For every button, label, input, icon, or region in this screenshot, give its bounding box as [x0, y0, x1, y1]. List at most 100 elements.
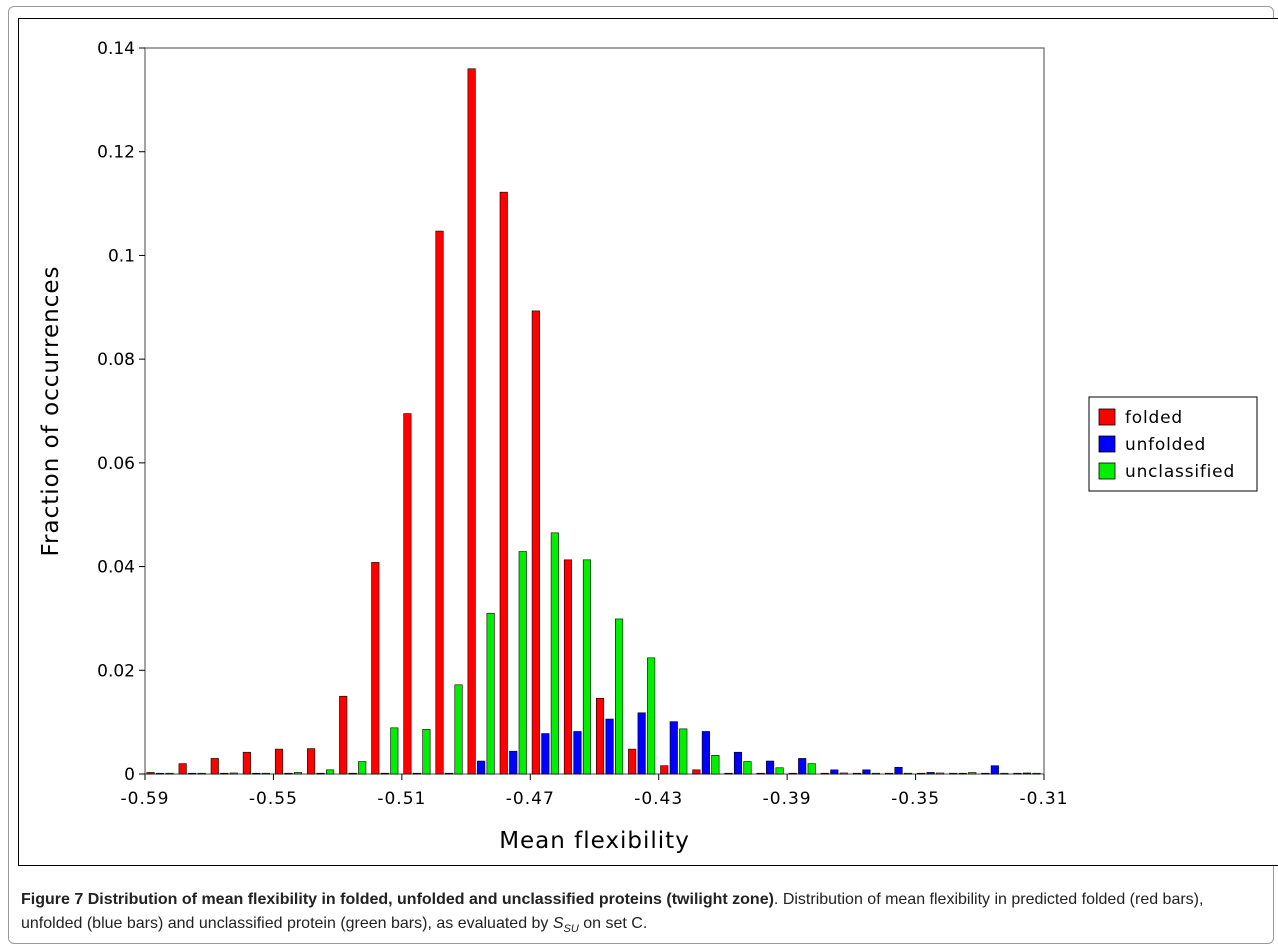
x-tick-label: -0.43 [634, 789, 683, 809]
legend-label-unfolded: unfolded [1125, 435, 1206, 455]
bar-unclassified [871, 772, 880, 775]
bar-folded [660, 765, 669, 775]
caption-body-after: on set C. [578, 915, 648, 932]
bar-unclassified [936, 772, 945, 775]
bar-unfolded [477, 760, 486, 775]
bar-unclassified [1000, 772, 1009, 775]
bar-folded [949, 772, 958, 775]
bar-unclassified [647, 657, 656, 775]
bar-unfolded [188, 772, 197, 775]
bar-unclassified [1032, 772, 1041, 775]
bar-unfolded [862, 769, 871, 775]
caption-label: Figure 7 [21, 891, 84, 908]
y-tick-label: 0 [124, 765, 135, 785]
bar-unclassified [293, 772, 303, 775]
bar-unclassified [615, 618, 624, 775]
caption-symbol: S [552, 915, 564, 932]
caption-symbol-sub: SU [563, 923, 579, 936]
y-axis-label: Fraction of occurrences [38, 265, 64, 556]
x-tick-label: -0.31 [1020, 789, 1069, 809]
bar-unclassified [839, 772, 848, 775]
y-tick-label: 0.12 [97, 143, 135, 163]
caption-body-before: . Distribution of mean flexibility in pr… [21, 891, 1204, 932]
bar-folded [371, 562, 380, 775]
x-tick-label: -0.51 [377, 789, 426, 809]
bar-unfolded [1022, 772, 1031, 775]
bar-unfolded [926, 772, 935, 775]
bar-folded [981, 772, 990, 775]
y-tick-label: 0.04 [97, 558, 135, 578]
bar-unclassified [326, 769, 335, 775]
bar-folded [499, 191, 508, 775]
y-tick-label: 0.14 [97, 39, 135, 59]
y-tick-label: 0.06 [97, 454, 135, 474]
x-tick-label: -0.47 [506, 789, 555, 809]
bar-unfolded [156, 772, 165, 775]
legend-swatch-unclassified [1098, 462, 1116, 480]
bar-unfolded [316, 772, 325, 775]
plot-area [144, 47, 1045, 775]
bar-unfolded [412, 772, 421, 775]
x-tick-label: -0.55 [249, 789, 298, 809]
bar-unclassified [743, 761, 752, 775]
bar-folded [242, 751, 251, 775]
y-tick-label: 0.02 [97, 661, 135, 681]
bar-folded [563, 559, 572, 775]
bar-unfolded [701, 731, 710, 775]
bar-unfolded [541, 733, 550, 775]
bar-unclassified [422, 729, 431, 775]
bar-unfolded [284, 772, 293, 775]
bar-unclassified [550, 532, 559, 775]
bar-unfolded [252, 772, 261, 775]
bar-folded [724, 772, 733, 775]
bar-unclassified [679, 728, 688, 775]
bar-folded [210, 758, 219, 775]
bar-folded [339, 695, 348, 775]
bar-unclassified [454, 684, 463, 775]
bar-unfolded [669, 721, 678, 775]
bar-folded [531, 310, 540, 775]
bar-unfolded [605, 718, 614, 775]
bar-unclassified [486, 612, 495, 775]
bar-unfolded [637, 712, 646, 775]
x-tick-label: -0.39 [763, 789, 812, 809]
bar-unfolded [380, 772, 389, 775]
bar-folded [435, 230, 444, 775]
bar-folded [307, 748, 316, 775]
bar-unclassified [261, 772, 270, 775]
caption-title: Distribution of mean flexibility in fold… [87, 891, 774, 908]
bar-folded [403, 413, 412, 775]
bar-unfolded [958, 772, 967, 775]
bar-chart: 0 0.02 0.04 0.06 0.08 0.1 0.12 0.14 -0.59 -0.55 -0… [38, 39, 1258, 854]
bar-folded [1013, 772, 1022, 775]
bar-folded [788, 772, 797, 775]
bar-unfolded [830, 769, 839, 775]
bar-folded [917, 772, 926, 775]
bar-folded [884, 772, 894, 775]
bar-folded [146, 772, 155, 775]
y-tick-label: 0.1 [108, 246, 135, 266]
bar-unclassified [229, 772, 238, 775]
bar-folded [628, 748, 637, 775]
bar-unfolded [733, 751, 743, 775]
y-tick-label: 0.08 [97, 350, 135, 370]
x-tick-label: -0.59 [121, 789, 170, 809]
legend-swatch-folded [1098, 408, 1116, 426]
bar-folded [820, 772, 829, 775]
bar-folded [467, 68, 476, 775]
bar-unclassified [903, 772, 913, 775]
bar-unfolded [220, 772, 229, 775]
bar-unclassified [968, 772, 977, 775]
bar-folded [756, 772, 765, 775]
bar-unclassified [165, 772, 174, 775]
bar-unfolded [798, 758, 807, 775]
legend-label-folded: folded [1125, 408, 1183, 428]
bar-unfolded [348, 772, 357, 775]
bar-unfolded [894, 766, 903, 775]
bar-folded [274, 748, 284, 775]
bar-folded [178, 763, 187, 775]
bar-unfolded [444, 772, 454, 775]
legend-box [1088, 396, 1258, 492]
bar-unfolded [766, 760, 775, 775]
bar-folded [852, 772, 861, 775]
